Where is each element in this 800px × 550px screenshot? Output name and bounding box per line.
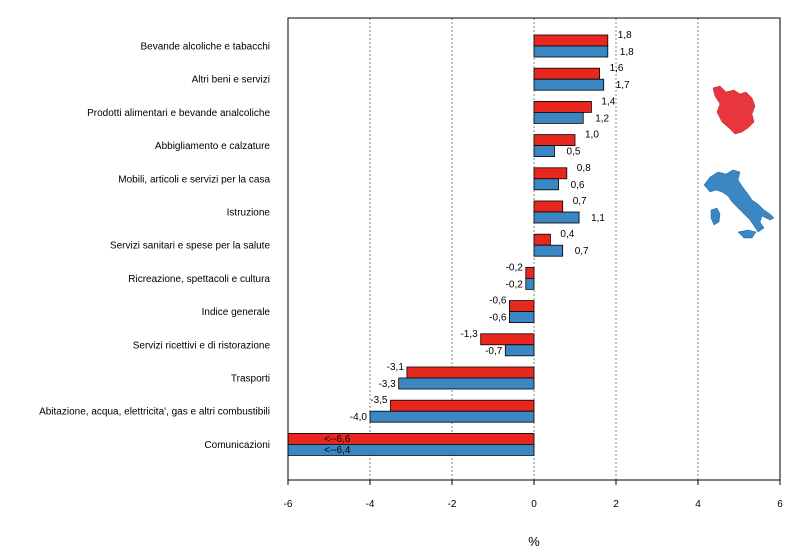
category-label: Istruzione (227, 208, 271, 219)
bar-value-label: 1,8 (620, 47, 634, 58)
x-axis-ticks: -6 -4 -2 0 2 4 6 (284, 480, 783, 510)
bar-value-label: 1,8 (618, 30, 632, 41)
category-label: Bevande alcoliche e tabacchi (140, 42, 270, 53)
x-tick-label: 2 (613, 499, 619, 510)
bar-value-label: 0,7 (573, 196, 587, 207)
category-label: Trasporti (231, 374, 270, 385)
category-label: Prodotti alimentari e bevande analcolich… (87, 108, 270, 119)
bar (533, 78, 605, 91)
category-labels: Bevande alcoliche e tabacchi Altri beni e… (39, 42, 270, 451)
x-tick-label: -4 (366, 499, 375, 510)
bar (533, 45, 609, 58)
category-label: Altri beni e servizi (192, 75, 270, 86)
bar-value-label: 0,4 (560, 229, 574, 240)
bar (398, 377, 535, 390)
bar-value-label: -0,6 (489, 313, 507, 324)
bar (369, 410, 535, 423)
bar (533, 145, 555, 158)
x-tick-label: 0 (531, 499, 537, 510)
bar-value-label: -0,6 (489, 296, 507, 307)
bars (287, 34, 609, 456)
bar-value-label: -0,2 (506, 262, 524, 273)
x-tick-label: 4 (695, 499, 701, 510)
bar (525, 277, 535, 290)
bar (533, 200, 564, 213)
bar-value-label: -3,5 (370, 395, 388, 406)
bar-value-label: 0,7 (575, 246, 589, 257)
tuscany-map-icon (712, 85, 756, 135)
category-label: Abitazione, acqua, elettricita', gas e a… (39, 407, 270, 418)
bar (508, 300, 535, 313)
bar-value-label: 0,5 (567, 147, 581, 158)
bar (406, 366, 535, 379)
bar-value-label: 1,0 (585, 130, 599, 141)
bar (533, 101, 592, 113)
bar (533, 112, 584, 124)
italy-map-icon (703, 169, 775, 239)
bar (533, 233, 551, 246)
x-tick-label: -6 (284, 499, 293, 510)
category-label: Servizi sanitari e spese per la salute (110, 241, 271, 252)
bar (533, 244, 564, 257)
bar (533, 134, 576, 147)
bar (390, 399, 535, 412)
bar (533, 211, 580, 224)
bar (533, 34, 609, 47)
category-label: Indice generale (202, 307, 271, 318)
category-label: Comunicazioni (204, 440, 270, 451)
bar-value-label: 1,4 (601, 96, 615, 107)
category-label: Abbigliamento e calzature (155, 141, 271, 152)
category-label: Servizi ricettivi e di ristorazione (133, 340, 271, 351)
bar-value-label: 1,2 (595, 113, 609, 124)
category-label: Ricreazione, spettacoli e cultura (128, 274, 270, 285)
bar (533, 167, 568, 180)
x-tick-label: 6 (777, 499, 783, 510)
bar-value-label: -3,1 (387, 362, 405, 373)
bar-value-label: 1,1 (591, 213, 605, 224)
bar (504, 344, 535, 357)
bar-value-label: -1,3 (460, 329, 478, 340)
value-labels: 1,81,81,61,71,41,21,00,50,80,60,71,10,40… (324, 30, 634, 456)
bar (533, 67, 600, 80)
bar (508, 311, 535, 324)
bar-value-label: -0,7 (485, 346, 503, 357)
x-tick-label: -2 (448, 499, 457, 510)
bar-value-label: 1,7 (616, 80, 630, 91)
bar-value-label: -4,0 (350, 412, 368, 423)
bar-value-label: 0,8 (577, 163, 591, 174)
bar (533, 178, 560, 191)
bar-value-label: -0,2 (506, 279, 524, 290)
bar (525, 266, 535, 279)
bar (480, 333, 535, 346)
bar-value-label: -3,3 (378, 379, 396, 390)
bar-value-label: <--6,6 (324, 434, 351, 445)
category-label: Mobili, articoli e servizi per la casa (118, 174, 270, 185)
x-axis-title: % (528, 534, 540, 549)
bar-value-label: <--6,4 (324, 445, 351, 456)
bar-value-label: 1,6 (610, 63, 624, 74)
bar-value-label: 0,6 (571, 180, 585, 191)
